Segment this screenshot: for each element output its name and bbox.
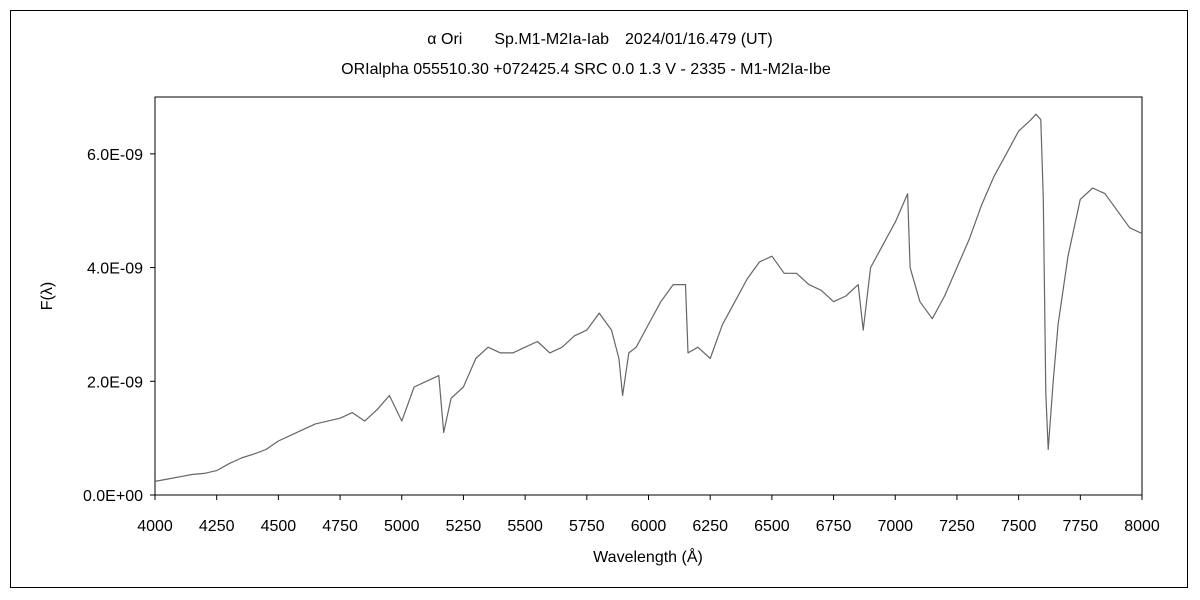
chart-title: α Ori Sp.M1-M2Ia-Iab 2024/01/16.479 (UT) bbox=[427, 31, 772, 48]
x-tick-label: 6250 bbox=[692, 518, 728, 535]
x-tick-label: 6750 bbox=[816, 518, 852, 535]
y-tick-label: 2.0E-09 bbox=[87, 374, 143, 391]
y-axis-label: F(λ) bbox=[39, 282, 56, 310]
x-tick-label: 7750 bbox=[1063, 518, 1099, 535]
x-tick-label: 5250 bbox=[446, 518, 482, 535]
y-ticks: 0.0E+00 2.0E-09 4.0E-09 6.0E-09 bbox=[83, 147, 155, 505]
x-tick-label: 5000 bbox=[384, 518, 420, 535]
x-tick-label: 6500 bbox=[754, 518, 790, 535]
spectrum-line bbox=[154, 113, 1143, 482]
x-tick-label: 4000 bbox=[137, 518, 173, 535]
x-tick-label: 6000 bbox=[631, 518, 667, 535]
x-axis-label: Wavelength (Å) bbox=[593, 547, 703, 566]
x-tick-label: 5750 bbox=[569, 518, 605, 535]
y-tick-label: 6.0E-09 bbox=[87, 147, 143, 164]
x-ticks: 4000 4250 4500 4750 5000 5250 5500 5750 6000 6250… bbox=[137, 495, 1160, 535]
x-tick-label: 4250 bbox=[199, 518, 235, 535]
x-tick-label: 4750 bbox=[322, 518, 358, 535]
x-tick-label: 4500 bbox=[261, 518, 297, 535]
x-tick-label: 8000 bbox=[1124, 518, 1160, 535]
series-group bbox=[154, 113, 1143, 482]
chart-subtitle: ORIalpha 055510.30 +072425.4 SRC 0.0 1.3… bbox=[341, 61, 831, 78]
x-tick-label: 7500 bbox=[1001, 518, 1037, 535]
y-tick-label: 0.0E+00 bbox=[83, 488, 143, 505]
x-tick-label: 7250 bbox=[939, 518, 975, 535]
x-tick-label: 5500 bbox=[507, 518, 543, 535]
x-tick-label: 7000 bbox=[877, 518, 913, 535]
plot-area bbox=[154, 96, 1143, 496]
y-tick-label: 4.0E-09 bbox=[87, 261, 143, 278]
